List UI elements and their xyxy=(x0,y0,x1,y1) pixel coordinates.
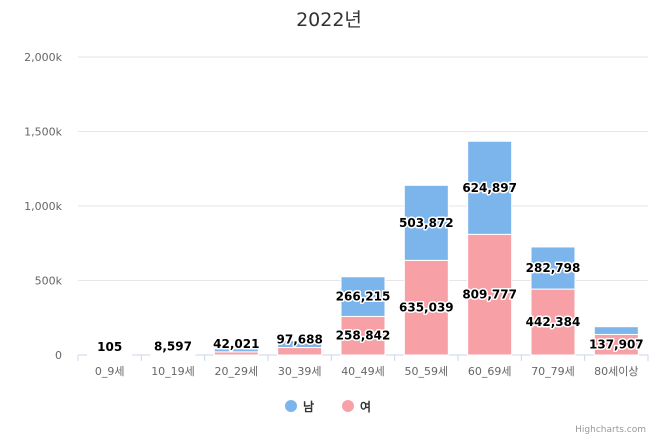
data-labels: 105 8,597 42,021 97,688 258,842 266,215 635,03… xyxy=(96,179,646,355)
x-tick-label: 30_39세 xyxy=(278,365,322,378)
legend-item-male[interactable]: 남 xyxy=(285,399,314,414)
bars xyxy=(87,140,639,356)
data-label: 503,872 xyxy=(399,216,454,230)
data-label: 624,897 xyxy=(462,181,517,195)
x-tick-label: 10_19세 xyxy=(151,365,195,378)
data-label: 809,777 xyxy=(462,288,517,302)
legend-label: 남 xyxy=(303,399,314,414)
x-tick-label: 0_9세 xyxy=(95,365,125,378)
data-label: 8,597 xyxy=(154,339,192,353)
legend-marker xyxy=(342,400,354,412)
data-label: 635,039 xyxy=(399,301,454,315)
credits[interactable]: Highcharts.com xyxy=(575,425,646,435)
data-label: 282,798 xyxy=(526,261,581,275)
legend-label: 여 xyxy=(360,399,371,414)
y-tick-label: 0 xyxy=(55,349,62,362)
bar-female[interactable] xyxy=(467,233,513,356)
legend-item-female[interactable]: 여 xyxy=(342,399,371,414)
bar-female[interactable] xyxy=(277,347,323,356)
bar-male[interactable] xyxy=(277,339,323,349)
y-tick-label: 1,000k xyxy=(24,200,62,213)
bar-female[interactable] xyxy=(340,315,386,356)
chart-title: 2022년 xyxy=(296,9,362,31)
bar-male[interactable] xyxy=(593,326,639,335)
y-tick-label: 500k xyxy=(35,275,63,288)
bar-male[interactable] xyxy=(340,276,386,317)
x-tick-label: 70_79세 xyxy=(531,365,575,378)
y-axis: 0 500k 1,000k 1,500k 2,000k xyxy=(24,51,62,362)
x-tick-label: 50_59세 xyxy=(405,365,449,378)
bar-male[interactable] xyxy=(213,348,259,353)
data-label: 105 xyxy=(97,340,122,354)
y-tick-label: 2,000k xyxy=(24,51,62,64)
legend-marker xyxy=(285,400,297,412)
data-label: 42,021 xyxy=(213,337,259,351)
data-label: 258,842 xyxy=(336,329,391,343)
x-tick-label: 40_49세 xyxy=(341,365,385,378)
x-tick-label: 20_29세 xyxy=(215,365,259,378)
bar-male[interactable] xyxy=(530,246,576,290)
x-tick-label: 80세이상 xyxy=(594,365,638,378)
x-tick-label: 60_69세 xyxy=(468,365,512,378)
data-label: 97,688 xyxy=(277,333,323,347)
bar-male[interactable] xyxy=(467,140,513,235)
data-label: 137,907 xyxy=(589,338,644,352)
y-tick-label: 1,500k xyxy=(24,126,62,139)
x-axis: 0_9세 10_19세 20_29세 30_39세 40_49세 50_59세 60_69세… xyxy=(77,355,649,378)
bar-male[interactable] xyxy=(150,353,196,355)
data-label: 266,215 xyxy=(336,290,391,304)
bar-male[interactable] xyxy=(403,184,449,261)
data-label: 442,384 xyxy=(526,315,581,329)
bar-female[interactable] xyxy=(530,288,576,356)
bar-female[interactable] xyxy=(403,259,449,356)
